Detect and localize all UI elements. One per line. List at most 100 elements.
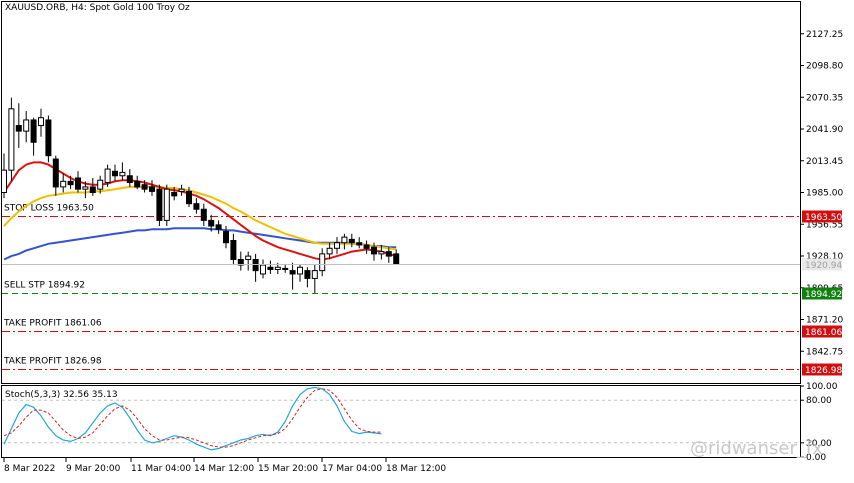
take-profit-1-tag-bg <box>802 325 842 338</box>
stop-loss-tag-text: 1963.50 <box>805 213 842 223</box>
candle <box>141 180 148 193</box>
candle-body <box>326 247 333 255</box>
price-tick-label: 2098.80 <box>806 62 843 72</box>
candle <box>200 203 207 226</box>
candle <box>149 180 155 196</box>
price-axis: 2127.25 2098.80 2070.35 2041.90 2013.45 1985.… <box>800 30 843 357</box>
candle-body <box>267 266 274 271</box>
candle <box>52 155 59 196</box>
price-tick-label: 2127.25 <box>806 30 843 40</box>
candle-body <box>289 270 296 275</box>
ma-yellow-line <box>3 185 397 251</box>
time-tick-label: 17 Mar 04:00 <box>322 464 382 474</box>
order-levels[interactable]: STOP LOSS 1963.50 SELL STP 1894.92 TAKE PR… <box>2 204 800 370</box>
chart-title: XAUUSD.ORB, H4: Spot Gold 100 Troy Oz <box>5 3 190 13</box>
candle <box>1 153 7 199</box>
candle <box>393 249 400 266</box>
candle <box>156 184 163 226</box>
candle <box>363 240 370 254</box>
candle-body <box>119 171 126 177</box>
sell-stop-tag-text: 1894.92 <box>805 290 842 300</box>
time-tick-label: 9 Mar 20:00 <box>66 464 121 474</box>
candle <box>112 164 118 182</box>
candle-body <box>38 117 44 127</box>
candle-body <box>97 179 104 190</box>
current-price-marker: 1920.94 <box>2 258 842 271</box>
candle-body <box>15 125 22 132</box>
candle <box>334 237 340 254</box>
candle-body <box>348 238 355 244</box>
candle-body <box>186 190 192 205</box>
take-profit-1-label: TAKE PROFIT 1861.06 <box>3 319 102 329</box>
candle <box>289 262 296 290</box>
candle <box>89 177 96 196</box>
candle-body <box>304 270 311 279</box>
candle <box>186 186 192 208</box>
watermark: @ridwanser_fx <box>690 438 823 459</box>
candle <box>193 198 200 214</box>
level-price-tags: 1963.50 1894.92 1861.06 1826.98 <box>802 210 842 376</box>
candle <box>8 97 15 182</box>
candle-body <box>126 175 133 183</box>
candle-body <box>334 242 340 249</box>
candle <box>385 247 392 263</box>
candle <box>178 184 185 196</box>
main-plot-frame <box>1 1 801 384</box>
candle <box>311 265 318 293</box>
time-tick-label: 8 Mar 2022 <box>4 464 55 474</box>
candle-body <box>215 224 222 230</box>
candle <box>45 115 52 163</box>
candle-body <box>163 188 170 221</box>
candle <box>319 248 326 277</box>
candle-body <box>237 258 244 266</box>
stoch-title: Stoch(5,3,3) 32.56 35.13 <box>5 390 118 400</box>
candle-body <box>311 270 318 279</box>
time-axis: 8 Mar 2022 9 Mar 20:00 11 Mar 04:00 14 Mar … <box>3 458 446 474</box>
candle <box>30 117 37 156</box>
candle-body <box>260 264 266 275</box>
candle-body <box>67 180 74 186</box>
candle <box>97 175 104 194</box>
time-tick-label: 18 Mar 12:00 <box>386 464 446 474</box>
candle <box>267 260 274 274</box>
candle-body <box>30 119 37 143</box>
moving-averages <box>3 161 397 261</box>
candle <box>60 173 67 193</box>
candle <box>15 103 22 148</box>
candle-body <box>282 267 289 271</box>
candle-body <box>385 251 392 257</box>
candle <box>348 233 355 248</box>
candle <box>371 242 377 261</box>
candle <box>38 108 44 137</box>
candle-body <box>75 177 81 190</box>
candle <box>252 253 259 282</box>
candle <box>237 251 244 271</box>
candle-body <box>193 203 200 210</box>
stoch-axis: 100.00 80.00 20.00 0.00 <box>800 382 838 463</box>
candle <box>326 242 333 260</box>
candles <box>1 97 400 293</box>
candle <box>341 233 348 250</box>
candle <box>119 162 126 181</box>
candle-body <box>252 258 259 272</box>
current-price-tag-bg <box>802 258 842 271</box>
candle-body <box>1 169 7 194</box>
candle-body <box>178 188 185 192</box>
candle-body <box>23 119 30 132</box>
candle-body <box>134 180 141 188</box>
take-profit-2-label: TAKE PROFIT 1826.98 <box>3 357 102 367</box>
price-tick-label: 2070.35 <box>806 93 843 103</box>
candle-body <box>341 236 348 244</box>
current-price-tag: 1920.94 <box>805 261 842 271</box>
candle-body <box>82 186 89 190</box>
candle <box>163 184 170 226</box>
sell-stop-label: SELL STP 1894.92 <box>4 281 85 291</box>
candle <box>23 111 30 143</box>
price-tick-label: 1842.75 <box>806 347 843 357</box>
stoch-plot-frame <box>1 385 801 458</box>
sell-stop-tag-bg <box>802 287 842 300</box>
candle-body <box>8 108 15 171</box>
candle <box>134 175 141 190</box>
